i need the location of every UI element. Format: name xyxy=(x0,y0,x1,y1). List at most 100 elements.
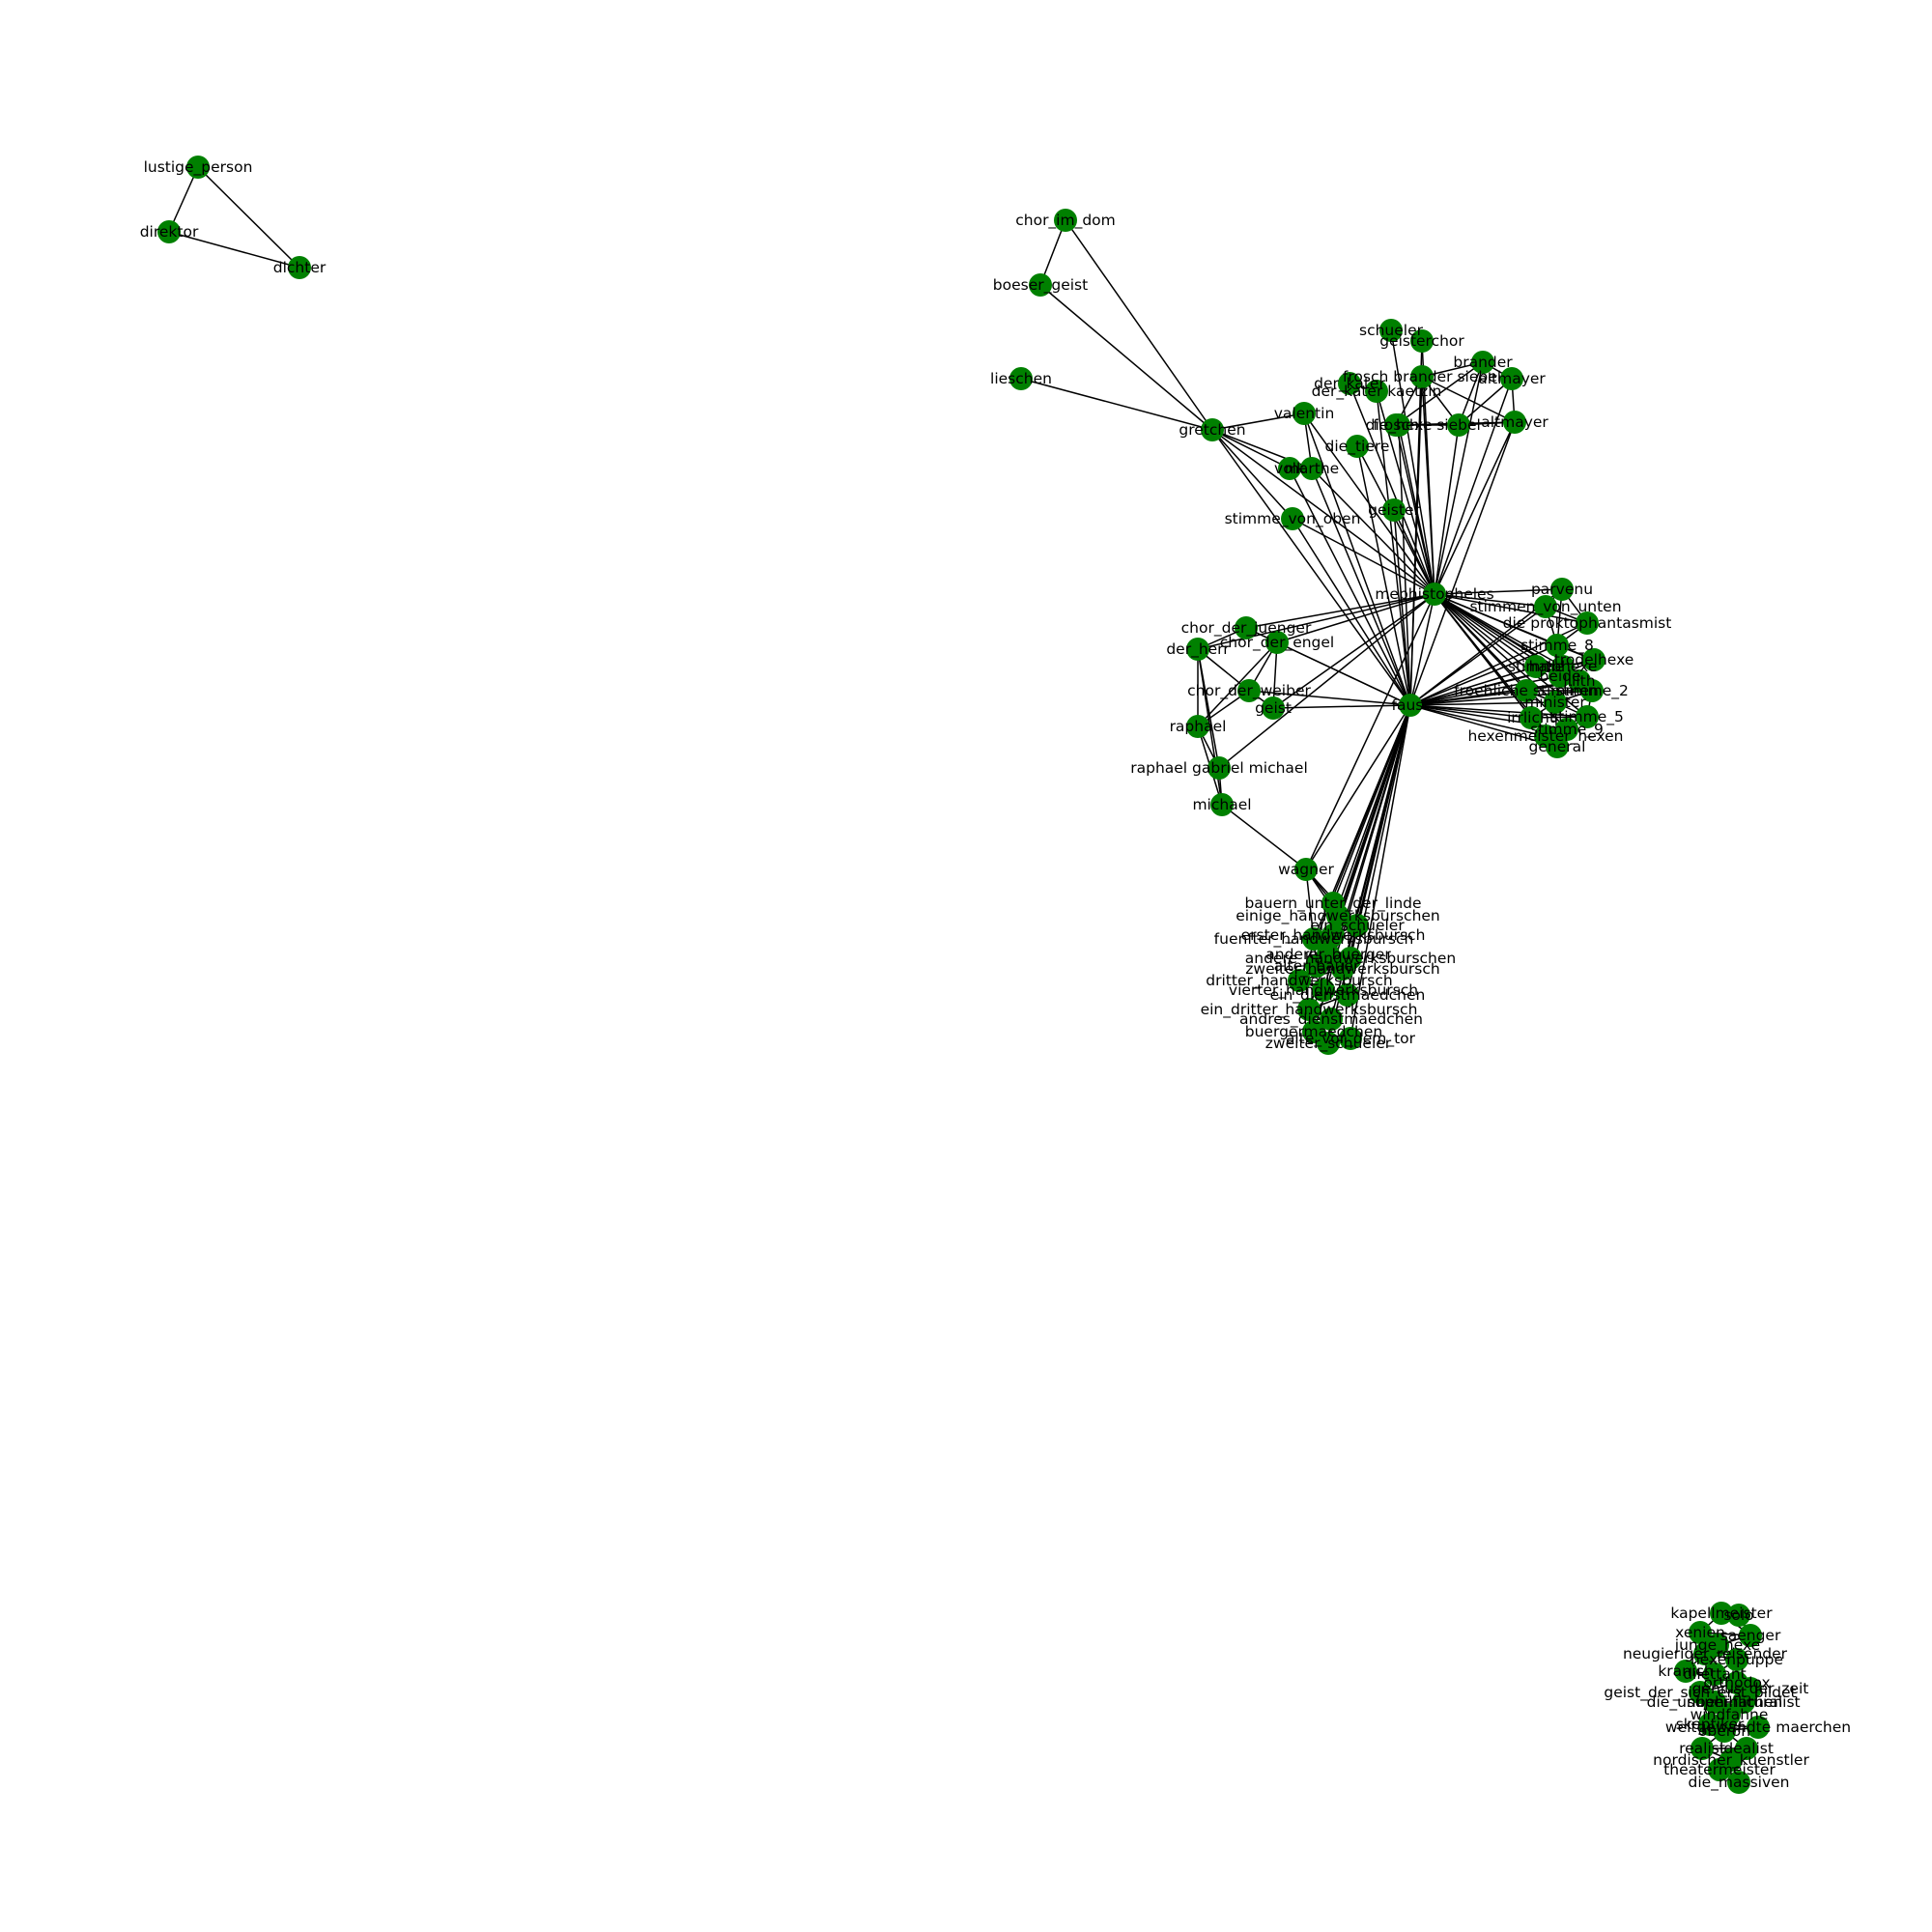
node-label-proktophantasmist: die proktophantasmist xyxy=(1503,614,1672,632)
node-ein_dritter_handwerksbursch xyxy=(1297,998,1321,1021)
edge-altmayer-mephistopheles xyxy=(1434,378,1513,595)
node-trodelhexe xyxy=(1582,648,1605,671)
node-label-saenger: saenger xyxy=(1720,1627,1781,1644)
node-label-supernaturalist: supernaturalist xyxy=(1687,1693,1800,1711)
node-label-dritter_handwerksbursch: dritter_handwerksbursch xyxy=(1206,972,1392,990)
edge-boeser_geist-gretchen xyxy=(1039,284,1213,431)
node-label-general: general xyxy=(1529,738,1586,755)
edge-gretchen-mephistopheles xyxy=(1211,429,1435,595)
edge-geist-mephistopheles xyxy=(1272,593,1435,709)
node-oberon xyxy=(1713,1719,1736,1743)
edge-faust-froehliche_stimmen xyxy=(1409,690,1527,706)
node-label-geisterchor: geisterchor xyxy=(1379,332,1464,350)
node-proktophantasmist xyxy=(1576,611,1599,635)
node-label-stimme_von_oben: stimme_von_oben xyxy=(1225,510,1361,528)
edge-stimme_von_oben-faust xyxy=(1292,518,1411,706)
edge-faust-stimmen_von_unten xyxy=(1409,606,1547,706)
node-lieschen xyxy=(1009,367,1033,390)
node-gretchen xyxy=(1201,418,1224,441)
edge-direktor-dichter xyxy=(168,231,300,269)
edge-stimme_von_oben-mephistopheles xyxy=(1292,518,1435,595)
label-layer: lustige_person direktor dichter chor_im_dom… xyxy=(140,158,1851,1792)
node-minister xyxy=(1544,691,1567,714)
node-raphael xyxy=(1186,715,1209,738)
edge-faust-minister xyxy=(1409,701,1556,706)
node-label-fuenfter_handwerksbursch: fuenfter_handwerksbursch xyxy=(1214,930,1414,949)
node-label-marthe: marthe xyxy=(1285,460,1339,477)
edge-lustige_person-direktor xyxy=(168,166,199,233)
node-label-geister: geister xyxy=(1368,501,1420,519)
node-label-andres_dienstmaedchen: andres_dienstmaedchen xyxy=(1239,1010,1423,1029)
node-boeser_geist xyxy=(1029,273,1052,297)
node-irrlicht xyxy=(1520,706,1543,729)
node-label-chor_der_juenger: chor_der_juenger xyxy=(1181,619,1312,638)
node-wagner xyxy=(1294,858,1318,881)
edge-siebel-mephistopheles xyxy=(1434,424,1460,595)
edge-frosch-brander xyxy=(1395,361,1484,426)
node-label-erster_handwerksbursch: erster_handwerksbursch xyxy=(1241,926,1426,945)
node-label-realist: realist xyxy=(1679,1740,1725,1757)
node-dichter xyxy=(288,256,311,279)
edge-faust-alte_vor_dem_tor xyxy=(1350,704,1411,1039)
node-label-kapellmeister: kapellmeister xyxy=(1670,1605,1773,1622)
node-label-einige_handwerksburschen: einige_handwerksburschen xyxy=(1236,907,1440,925)
node-label-irrlicht: irrlicht xyxy=(1507,709,1555,726)
edge-altmayer_2-faust xyxy=(1409,421,1516,706)
edge-volk-faust xyxy=(1289,468,1411,706)
edge-lustige_person-dichter xyxy=(197,166,300,269)
node-label-gretchen: gretchen xyxy=(1179,421,1245,439)
node-label-beide: beide xyxy=(1539,668,1580,685)
node-zweiter_handwerksbursch xyxy=(1331,957,1354,980)
node-alter_bauer xyxy=(1305,954,1328,978)
edge-lieschen-gretchen xyxy=(1020,378,1213,431)
edge-chor_im_dom-gretchen xyxy=(1065,219,1213,431)
node-label-valentin: valentin xyxy=(1274,405,1335,422)
node-stimme_8 xyxy=(1546,634,1569,657)
node-solo xyxy=(1727,1604,1750,1627)
edge-altmayer-siebel xyxy=(1458,378,1513,426)
edge-chor_der_juenger-mephistopheles xyxy=(1245,593,1435,629)
node-stimme_5 xyxy=(1576,705,1599,728)
node-beide xyxy=(1548,665,1572,688)
node-label-froehliche_stimmen: froehliche stimmen xyxy=(1454,682,1599,699)
edge-michael-wagner xyxy=(1221,804,1307,870)
edge-raphael_gabriel_michael-mephistopheles xyxy=(1218,593,1435,769)
node-label-chor_der_weiber: chor_der_weiber xyxy=(1187,682,1311,700)
node-label-anderer_buerger: anderer_buerger xyxy=(1265,946,1391,964)
node-label-parvenu: parvenu xyxy=(1531,581,1593,598)
node-die_tiere xyxy=(1346,435,1369,458)
node-stimme_von_oben xyxy=(1281,507,1304,530)
node-froehliche_stimmen xyxy=(1515,679,1538,702)
node-hexenpuppe xyxy=(1725,1648,1748,1671)
node-brander xyxy=(1471,351,1494,374)
edge-die_hexe-faust xyxy=(1398,424,1411,706)
node-theatermeister xyxy=(1708,1758,1731,1781)
node-label-dichter: dichter xyxy=(273,259,327,276)
node-label-raphael: raphael xyxy=(1170,718,1227,735)
node-raphael_gabriel_michael xyxy=(1208,756,1231,780)
node-stimme_2 xyxy=(1580,679,1604,702)
node-chor_im_dom xyxy=(1054,209,1077,232)
node-label-direktor: direktor xyxy=(140,223,199,241)
node-mephistopheles xyxy=(1423,582,1446,606)
node-vierter_handwerksbursch xyxy=(1312,979,1335,1002)
edge-faust-stimme xyxy=(1409,666,1537,706)
node-label-xenien: xenien xyxy=(1675,1624,1725,1641)
node-ein_schueler xyxy=(1346,914,1369,937)
node-die_hexe xyxy=(1387,413,1410,437)
node-die_massiven xyxy=(1727,1771,1750,1794)
node-label-nordischer_kuenstler: nordischer_kuenstler xyxy=(1653,1751,1809,1770)
node-realist xyxy=(1690,1737,1714,1760)
node-label-die_massiven: die_massiven xyxy=(1688,1774,1789,1792)
node-label-minister: minister xyxy=(1524,694,1586,711)
node-label-lustige_person: lustige_person xyxy=(144,158,253,177)
node-stimmen_von_unten xyxy=(1534,595,1557,618)
node-der_kater xyxy=(1338,372,1361,395)
node-label-zweiter_handwerksbursch: zweiter_handwerksbursch xyxy=(1245,960,1439,979)
node-der_herr xyxy=(1186,638,1209,661)
edge-gretchen-stimme_von_oben xyxy=(1211,429,1293,520)
node-label-brander: brander xyxy=(1453,354,1513,371)
edge-layer xyxy=(168,166,1759,1783)
node-label-der_kater: der_kater xyxy=(1314,375,1385,393)
edge-mephistopheles-proktophantasmist xyxy=(1434,593,1588,624)
